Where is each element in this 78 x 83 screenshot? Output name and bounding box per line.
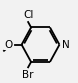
Text: Br: Br [22, 70, 33, 80]
Text: O: O [4, 40, 12, 50]
Text: N: N [62, 40, 70, 50]
Text: Cl: Cl [23, 10, 33, 20]
